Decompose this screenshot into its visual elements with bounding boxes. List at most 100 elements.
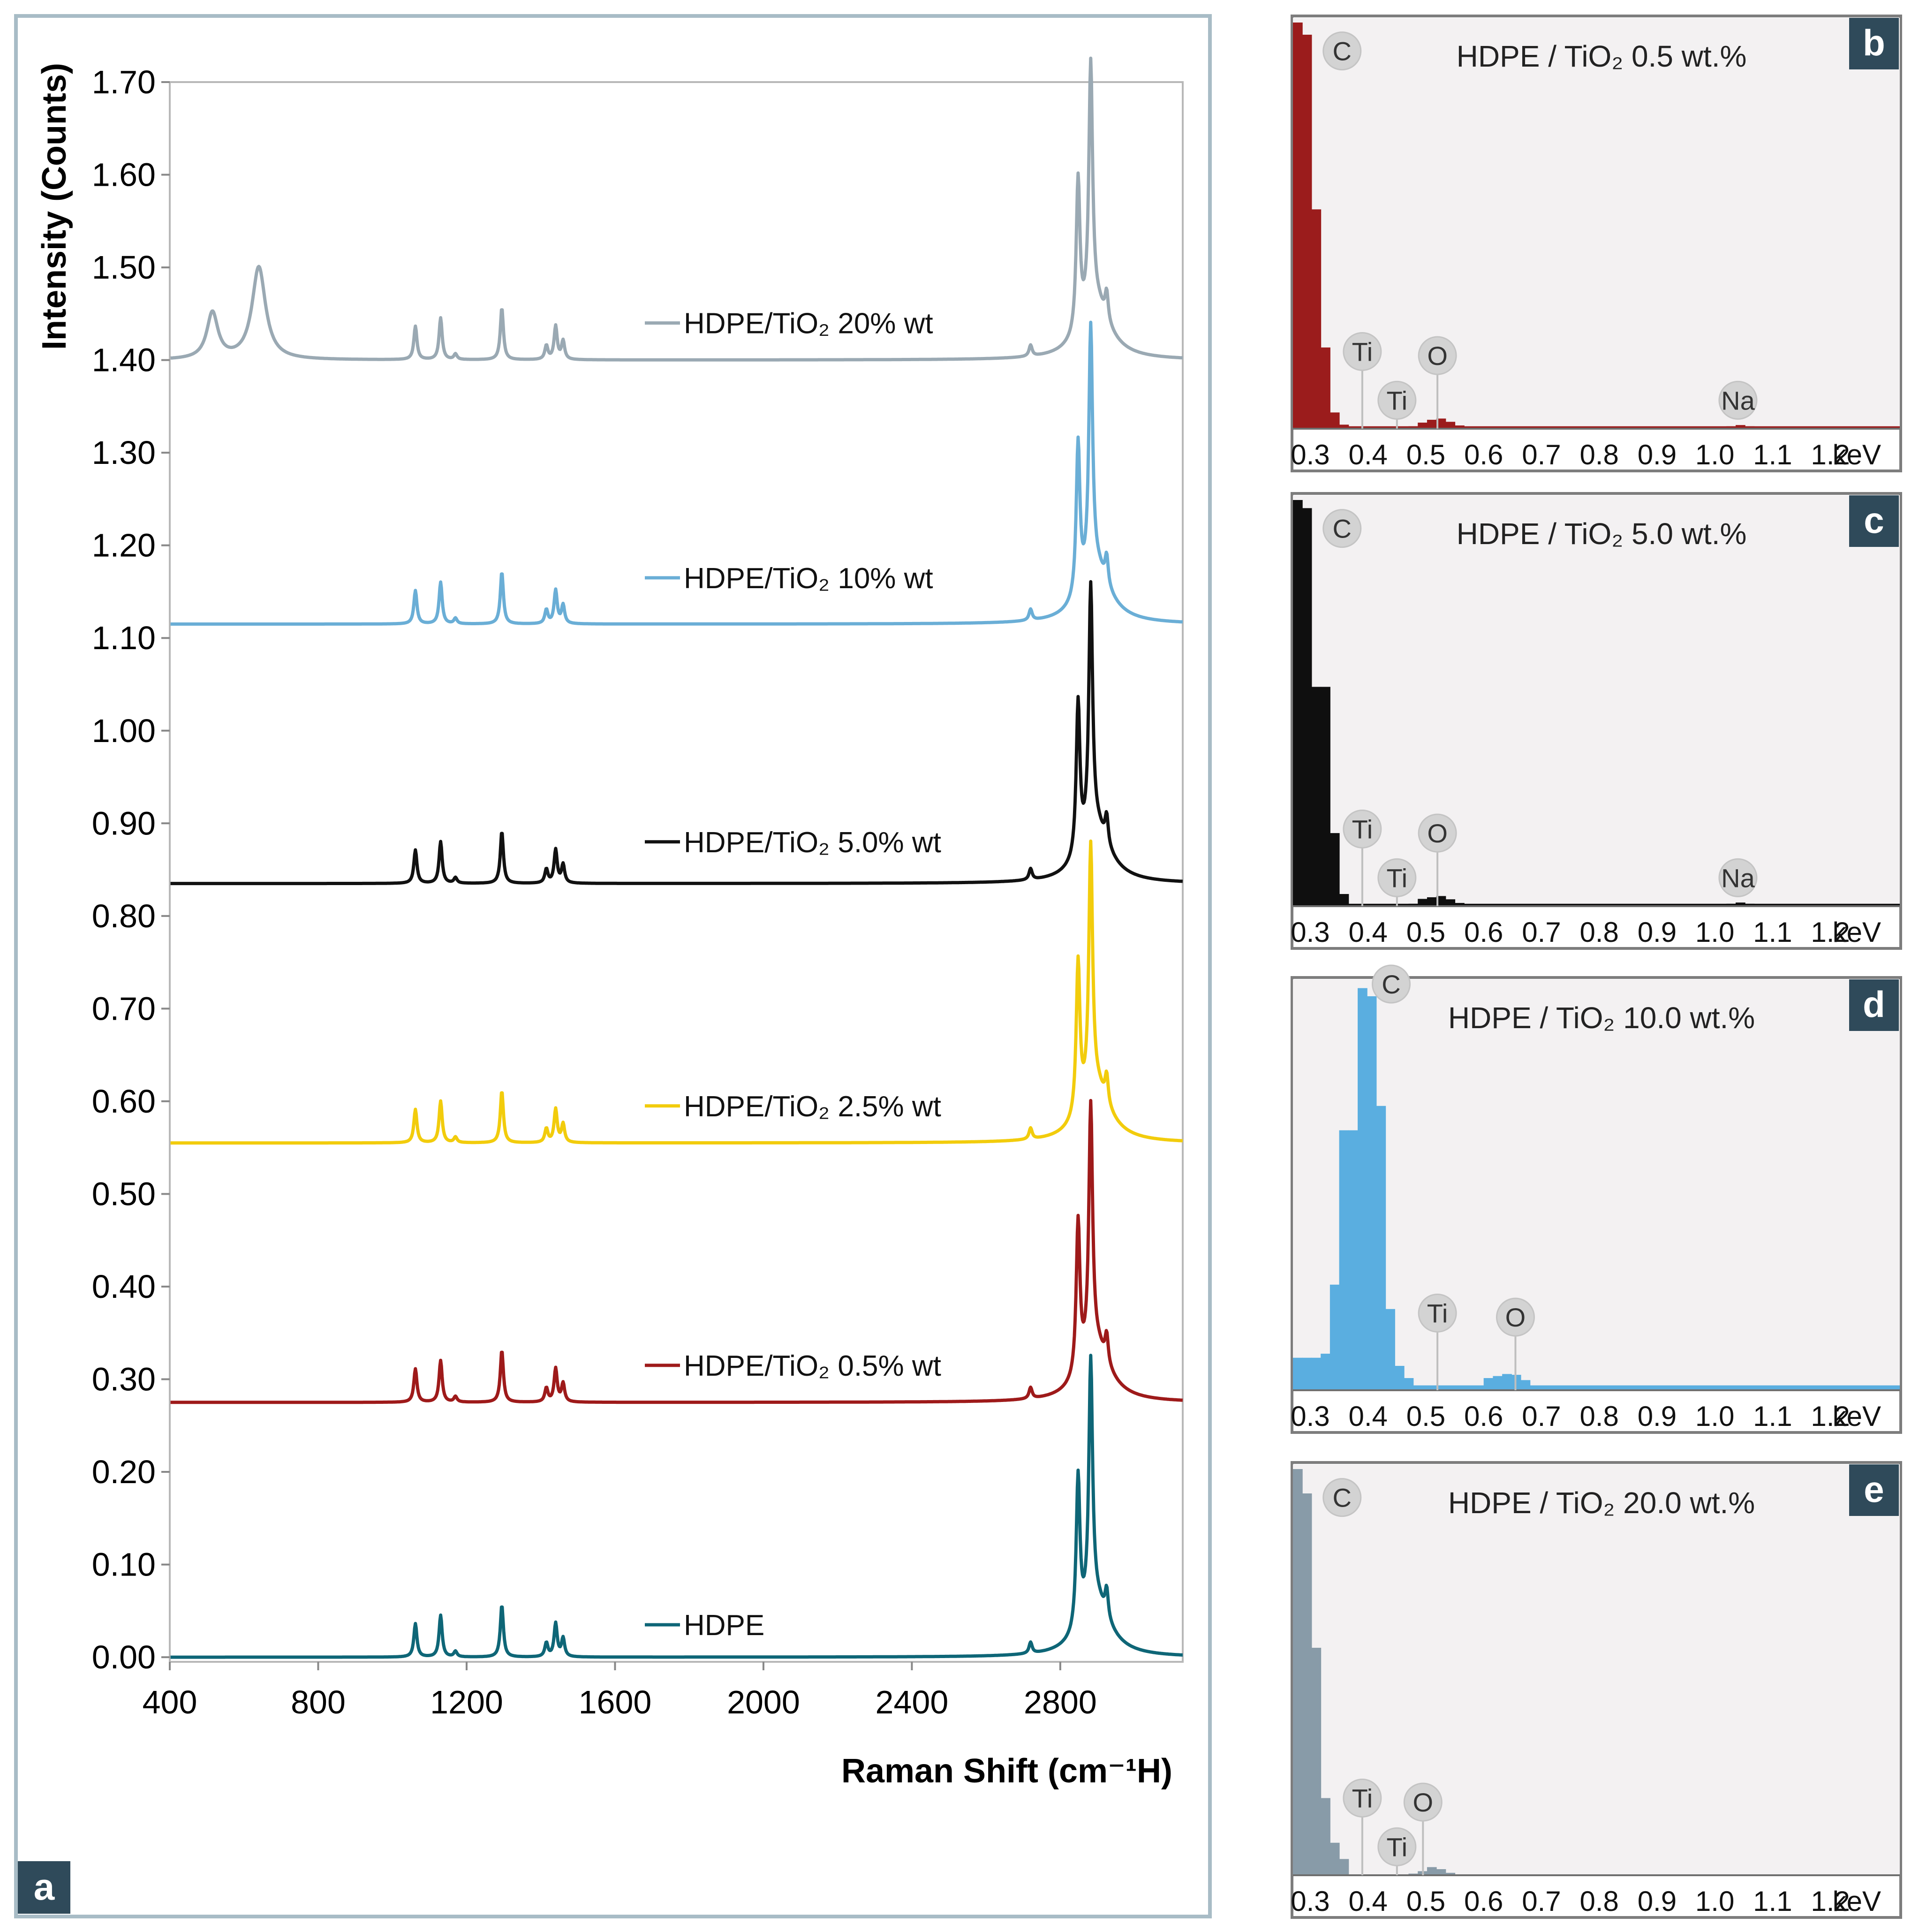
raman-y-tick-label: 0.40 (92, 1268, 156, 1305)
eds-title: HDPE / TiO₂ 20.0 wt.% (1448, 1486, 1755, 1520)
raman-y-axis-title: Intensity (Counts) (36, 63, 73, 350)
eds-x-tick-label: 0.7 (1522, 1886, 1561, 1917)
eds-x-tick-label: 0.3 (1291, 1886, 1330, 1917)
eds-panel-badge (1849, 18, 1899, 69)
raman-y-tick-label: 1.60 (92, 157, 156, 193)
eds-marker-circle (1377, 858, 1417, 897)
eds-marker-circle (1322, 1478, 1362, 1517)
eds-bar (1302, 1357, 1312, 1390)
eds-bar (1321, 1354, 1330, 1390)
eds-marker-circle (1372, 964, 1411, 1004)
raman-y-tick-label: 1.30 (92, 434, 156, 471)
eds-title: HDPE / TiO₂ 5.0 wt.% (1457, 517, 1747, 551)
raman-x-tick-label: 2800 (1024, 1684, 1097, 1720)
eds-marker-circle (1403, 1782, 1443, 1822)
eds-x-tick-label: 0.9 (1638, 1886, 1677, 1917)
raman-y-tick-label: 0.50 (92, 1175, 156, 1212)
eds-panel-label: e (1864, 1469, 1884, 1510)
eds-bar (1302, 508, 1312, 906)
eds-bar (1367, 996, 1377, 1390)
raman-series-line (169, 839, 1184, 1145)
eds-bar (1302, 1493, 1312, 1875)
eds-marker-label: Ti (1352, 337, 1373, 366)
eds-x-tick-label: 0.8 (1579, 1401, 1618, 1432)
raman-legend-label: HDPE (684, 1609, 764, 1642)
eds-bar (1339, 1130, 1349, 1390)
eds-marker-circle (1377, 380, 1417, 420)
raman-legend: HDPE HDPE/TiO₂ 0.5% wt HDPE/TiO₂ 2.5% wt HD… (645, 308, 941, 1642)
eds-bar (1376, 1106, 1386, 1390)
eds-bar (1339, 424, 1349, 429)
eds-x-tick-label: 0.9 (1638, 917, 1677, 948)
raman-y-tick-label: 1.40 (92, 342, 156, 379)
raman-legend-label: HDPE/TiO₂ 10% wt (684, 562, 933, 595)
eds-marker-label: C (1333, 37, 1352, 66)
raman-y-ticks: 0.00 0.10 0.20 0.30 0.40 0.50 0.60 0.70 0.80 0.90… (92, 64, 170, 1675)
eds-bar (1445, 422, 1456, 429)
eds-x-tick-label: 0.4 (1348, 917, 1387, 948)
raman-y-tick-label: 0.30 (92, 1361, 156, 1398)
eds-panel-badge (1849, 979, 1899, 1031)
eds-x-tick-label: 1.2 (1811, 1886, 1850, 1917)
eds-bar (1339, 894, 1349, 906)
panel-a: 0.00 0.10 0.20 0.30 0.40 0.50 0.60 0.70 0.80 0.90… (14, 14, 1212, 1918)
eds-x-tick-label: 0.5 (1406, 917, 1445, 948)
eds-marker-circle (1496, 1297, 1535, 1337)
eds-plot-area (1293, 495, 1900, 906)
eds-bar (1330, 1284, 1340, 1390)
eds-bar (1321, 687, 1330, 906)
eds-marker-label: Na (1721, 386, 1755, 415)
eds-marker-circle (1377, 1827, 1417, 1866)
eds-bar (1736, 425, 1745, 429)
eds-x-tick-label: 0.5 (1406, 1401, 1445, 1432)
eds-bar (1358, 988, 1367, 1390)
raman-y-tick-label: 0.90 (92, 805, 156, 841)
raman-y-tick-label: 0.60 (92, 1083, 156, 1120)
eds-panel-label: b (1863, 22, 1885, 63)
eds-x-tick-label: 1.1 (1753, 439, 1792, 470)
eds-bar (1427, 897, 1437, 906)
eds-bar (1455, 903, 1465, 906)
eds-marker-label: O (1413, 1788, 1434, 1817)
eds-x-tick-label: 1.2 (1811, 917, 1850, 948)
eds-marker-label: Ti (1427, 1298, 1448, 1328)
panel-a-badge (18, 1861, 70, 1914)
eds-panel-label: c (1864, 500, 1884, 541)
eds-baseline-fill (1293, 1385, 1900, 1390)
eds-bar (1311, 1648, 1322, 1875)
eds-marker-circle (1718, 858, 1758, 897)
eds-marker-circle (1343, 332, 1382, 371)
raman-series-line (169, 580, 1184, 886)
eds-x-axis-title: keV (1833, 439, 1881, 470)
eds-x-axis-title: keV (1833, 1886, 1881, 1917)
raman-y-tick-label: 1.20 (92, 527, 156, 564)
eds-x-tick-label: 0.6 (1464, 1401, 1503, 1432)
eds-bar (1493, 1376, 1503, 1390)
eds-x-tick-label: 1.1 (1753, 1886, 1792, 1917)
eds-bar (1726, 426, 1737, 429)
eds-marker-label: O (1505, 1303, 1526, 1332)
eds-x-tick-label: 0.8 (1579, 1886, 1618, 1917)
eds-marker-label: Na (1721, 863, 1755, 893)
eds-marker-circle (1418, 1293, 1457, 1333)
raman-x-tick-label: 400 (143, 1684, 197, 1720)
eds-bar (1745, 426, 1755, 429)
eds-x-tick-label: 0.4 (1348, 1886, 1387, 1917)
eds-marker-label: Ti (1387, 863, 1408, 893)
eds-marker-circle (1718, 380, 1758, 420)
eds-x-tick-label: 1.1 (1753, 917, 1792, 948)
eds-bar (1321, 1798, 1330, 1875)
eds-bar (1418, 899, 1428, 906)
eds-bar (1445, 899, 1456, 906)
eds-x-tick-label: 0.6 (1464, 917, 1503, 948)
eds-x-tick-label: 0.7 (1522, 917, 1561, 948)
eds-title: HDPE / TiO₂ 10.0 wt.% (1448, 1001, 1755, 1035)
raman-legend-label: HDPE/TiO₂ 2.5% wt (684, 1091, 941, 1123)
eds-x-tick-label: 0.3 (1291, 917, 1330, 948)
eds-bar (1436, 418, 1446, 429)
eds-marker-label: Ti (1387, 1832, 1408, 1862)
eds-bar (1330, 412, 1340, 429)
